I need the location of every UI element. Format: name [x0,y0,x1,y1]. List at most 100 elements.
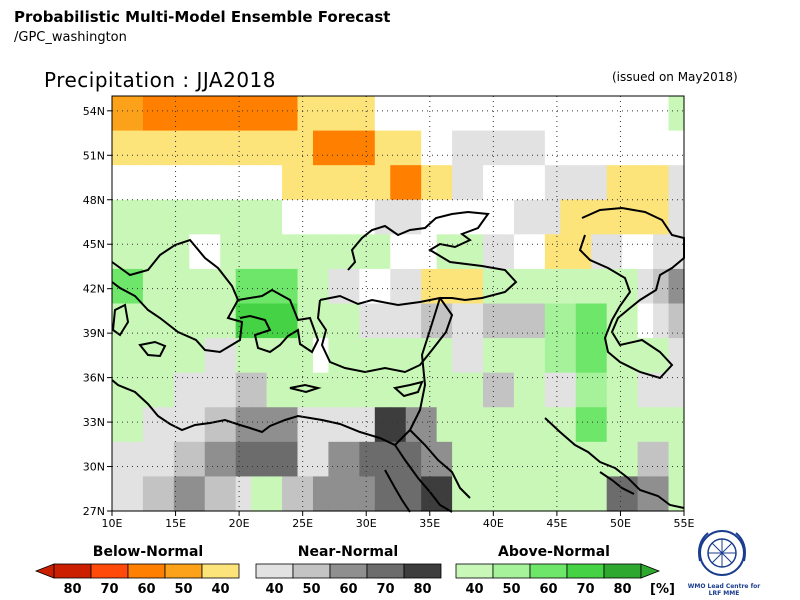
legend-swatch [90,563,129,579]
grid-cell [622,96,639,132]
grid-cell [436,476,453,512]
grid-cell [606,268,623,305]
grid-cell [513,130,531,166]
grid-cell [575,407,592,443]
grid-cell [343,130,360,166]
grid-cell [374,303,391,339]
grid-cell [436,130,453,166]
grid-cell [405,476,422,512]
grid-cell [483,338,500,374]
grid-cell [405,130,422,166]
grid-cell [637,96,654,132]
grid-cell [328,372,345,408]
grid-cell [421,199,438,235]
grid-cell [513,338,531,374]
grid-cell [251,338,268,374]
grid-cell [390,165,407,201]
grid-cell [653,96,670,132]
grid-cell [204,476,221,512]
grid-cell [189,96,206,132]
grid-cell [452,165,469,201]
grid-cell [591,372,608,408]
grid-cell [204,303,221,339]
grid-cell [483,441,500,478]
grid-cell [142,303,159,339]
grid-cell [637,303,654,339]
grid-cell [158,407,175,443]
grid-cell [513,476,531,512]
grid-cell [235,372,252,408]
lon-label: 10E [102,517,123,530]
grid-cell [668,165,685,201]
grid-cell [498,268,515,305]
grid-cell [560,165,577,201]
grid-cell [622,234,639,270]
grid-cell [312,130,330,166]
legend-arrow [34,563,55,579]
lon-label: 50E [610,517,631,530]
map-ticks [107,110,685,516]
lat-label: 27N [83,505,105,518]
grid-cell [591,199,608,235]
issued-date: (issued on May2018) [612,70,738,84]
grid-cell [297,372,314,408]
grid-cell [591,268,608,305]
grid-cell [297,96,314,132]
grid-cell [498,407,515,443]
grid-cell [220,441,237,478]
grid-cell [282,130,299,166]
grid-cell [359,268,376,305]
grid-cell [359,407,376,443]
grid-cell [282,165,299,201]
grid-cell [220,96,237,132]
grid-cell [544,199,561,235]
grid-cell [359,476,376,512]
grid-cell [251,303,268,339]
grid-cell [405,338,422,374]
grid-cell [173,165,190,201]
grid-cell [251,199,268,235]
legend-near-title: Near-Normal [298,544,398,560]
grid-cell [575,96,592,132]
grid-cell [173,130,190,166]
grid-cell [297,268,314,305]
grid-cell [343,303,360,339]
grid-cell [529,407,546,443]
grid-cell [297,303,314,339]
grid-cell [529,130,546,166]
legend-value-label: 80 [63,582,81,597]
grid-cell [483,130,500,166]
grid-cell [421,234,438,270]
coastlines [111,206,685,513]
grid-cell [668,199,685,235]
grid-cell [622,199,639,235]
grid-cell [266,130,283,166]
grid-cell [328,165,345,201]
legend-value-label: 70 [376,582,394,597]
grid-cell [560,268,577,305]
grid-cell [112,130,129,166]
grid-cell [467,476,484,512]
grid-cell [127,199,144,235]
grid-cell [622,441,639,478]
grid-cell [127,165,144,201]
lat-label: 54N [83,105,105,118]
grid-cell [220,165,237,201]
legend-unit: [%] [650,582,675,597]
lat-label: 33N [83,416,105,429]
grid-cell [282,268,299,305]
grid-cell [405,96,422,132]
grid-cell [142,165,159,201]
grid-cell [112,268,129,305]
grid-cell [560,234,577,270]
grid-cell [452,338,469,374]
grid-cell [359,165,376,201]
grid-cell [112,407,129,443]
lat-label: 39N [83,327,105,340]
grid-cell [405,234,422,270]
grid-cell [328,407,345,443]
grid-cell [498,96,515,132]
grid-cell [513,441,531,478]
grid-cell [452,130,469,166]
grid-cell [436,199,453,235]
